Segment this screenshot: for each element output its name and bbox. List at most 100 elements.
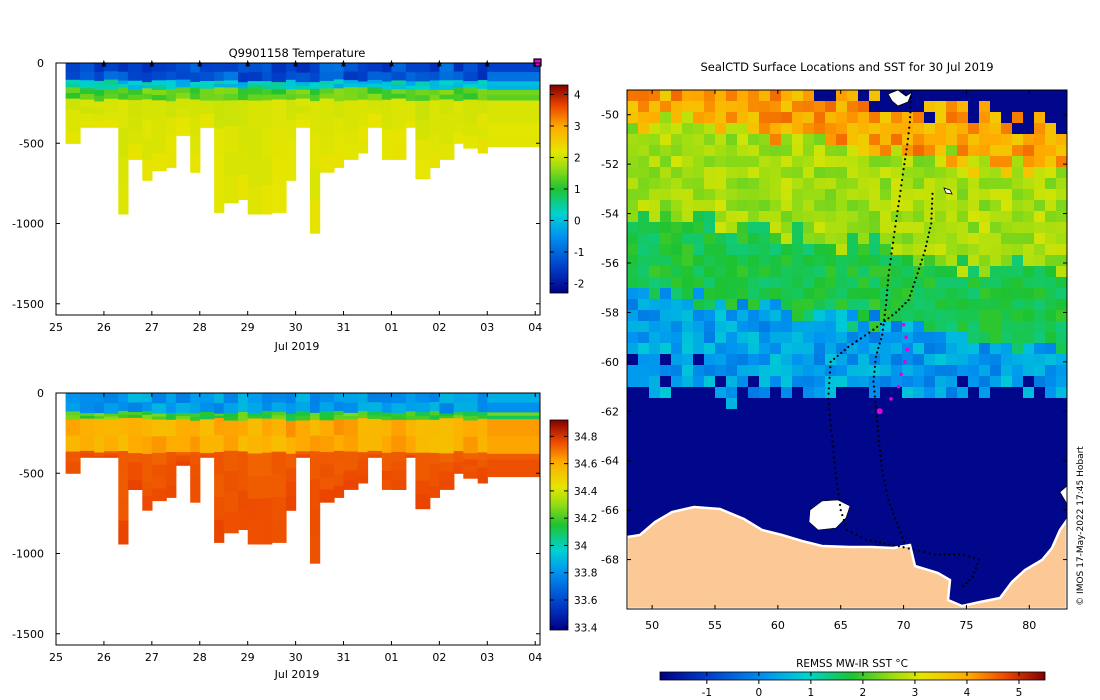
sst-cell bbox=[902, 233, 914, 245]
sst-cell bbox=[1023, 233, 1035, 245]
sst-cell bbox=[946, 90, 958, 102]
section-cell bbox=[190, 452, 201, 466]
sst-cell bbox=[649, 222, 661, 234]
section-cell bbox=[391, 71, 407, 81]
sst-cell bbox=[1012, 321, 1024, 333]
section-cell bbox=[65, 467, 81, 474]
sst-colorbar-tick-label: 1 bbox=[808, 687, 815, 699]
temperature-plot-frame bbox=[55, 62, 541, 316]
sst-cell bbox=[638, 431, 650, 443]
sst-cell bbox=[737, 101, 749, 113]
section-cell bbox=[391, 128, 407, 145]
section-cell bbox=[262, 393, 273, 403]
section-cell bbox=[463, 415, 479, 422]
sst-cell bbox=[803, 211, 815, 223]
sst-cell bbox=[781, 200, 793, 212]
sst-cell bbox=[946, 354, 958, 366]
section-cell bbox=[238, 393, 249, 404]
sst-cell bbox=[1045, 101, 1057, 113]
sst-cell bbox=[759, 112, 771, 124]
sst-cell bbox=[968, 332, 980, 344]
sst-cell bbox=[979, 453, 991, 465]
section-cell bbox=[127, 453, 143, 463]
sst-cell bbox=[880, 123, 892, 135]
sst-cell bbox=[880, 134, 892, 146]
sst-cell bbox=[803, 321, 815, 333]
sst-cell bbox=[638, 442, 650, 454]
section-cell bbox=[94, 90, 105, 97]
sst-cell bbox=[1034, 464, 1046, 476]
sst-cell bbox=[737, 409, 749, 421]
section-cell bbox=[453, 94, 464, 102]
sst-cell bbox=[869, 442, 881, 454]
track-dot bbox=[894, 311, 898, 314]
sst-cell bbox=[792, 189, 804, 201]
sst-cell bbox=[759, 332, 771, 344]
sst-cell bbox=[814, 145, 826, 157]
section-cell bbox=[151, 413, 167, 418]
section-cell bbox=[190, 84, 201, 89]
y-tick-label: -500 bbox=[19, 137, 44, 150]
sst-cell bbox=[1023, 409, 1035, 421]
section-cell bbox=[405, 90, 416, 97]
sst-cell bbox=[638, 310, 650, 322]
section-cell bbox=[199, 415, 215, 420]
sst-cell bbox=[891, 420, 903, 432]
section-cell bbox=[65, 415, 81, 421]
sst-cell bbox=[770, 497, 782, 509]
track-dot bbox=[948, 553, 951, 556]
sst-cell bbox=[990, 145, 1002, 157]
sst-cell bbox=[682, 255, 694, 267]
section-cell bbox=[223, 403, 239, 414]
sst-cell bbox=[704, 310, 716, 322]
sst-cell bbox=[891, 354, 903, 366]
sst-cell bbox=[869, 189, 881, 201]
section-cell bbox=[103, 94, 119, 100]
section-cell bbox=[103, 451, 119, 454]
sst-cell bbox=[1001, 310, 1013, 322]
section-cell bbox=[142, 402, 153, 412]
sst-cell bbox=[957, 233, 969, 245]
sst-cell bbox=[759, 321, 771, 333]
sst-cell bbox=[968, 233, 980, 245]
sst-cell bbox=[693, 442, 705, 454]
section-cell bbox=[429, 100, 440, 118]
sst-cell bbox=[957, 343, 969, 355]
section-cell bbox=[319, 489, 335, 503]
colorbar-tick-label: 34.4 bbox=[574, 486, 598, 498]
sst-cell bbox=[946, 167, 958, 179]
section-cell bbox=[405, 455, 416, 457]
sst-cell bbox=[1045, 442, 1057, 454]
sst-cell bbox=[1034, 123, 1046, 135]
section-cell bbox=[295, 410, 311, 417]
sst-cell bbox=[1023, 519, 1035, 531]
sst-cell bbox=[693, 321, 705, 333]
section-cell bbox=[214, 415, 225, 419]
sst-cell bbox=[1001, 112, 1013, 124]
section-cell bbox=[190, 99, 201, 119]
sst-cell bbox=[836, 156, 848, 168]
sst-cell bbox=[1056, 189, 1067, 201]
sst-cell bbox=[957, 200, 969, 212]
sst-cell bbox=[1045, 365, 1057, 377]
section-cell bbox=[453, 71, 464, 81]
track-dot bbox=[928, 231, 931, 234]
sst-cell bbox=[979, 244, 991, 256]
track-dot bbox=[834, 466, 837, 469]
sst-cell bbox=[902, 200, 914, 212]
sst-cell bbox=[803, 442, 815, 454]
sst-cell bbox=[792, 508, 804, 520]
section-cell bbox=[151, 393, 167, 404]
section-cell bbox=[199, 72, 215, 82]
sst-cell bbox=[891, 123, 903, 135]
section-cell bbox=[190, 87, 201, 95]
sst-cell bbox=[990, 442, 1002, 454]
sst-cell bbox=[1056, 365, 1067, 377]
track-dot bbox=[908, 126, 911, 129]
sst-cell bbox=[715, 497, 727, 509]
section-cell bbox=[190, 420, 201, 438]
sst-cell bbox=[649, 189, 661, 201]
sst-cell bbox=[638, 519, 650, 531]
sst-cell bbox=[979, 200, 991, 212]
section-cell bbox=[343, 129, 359, 146]
